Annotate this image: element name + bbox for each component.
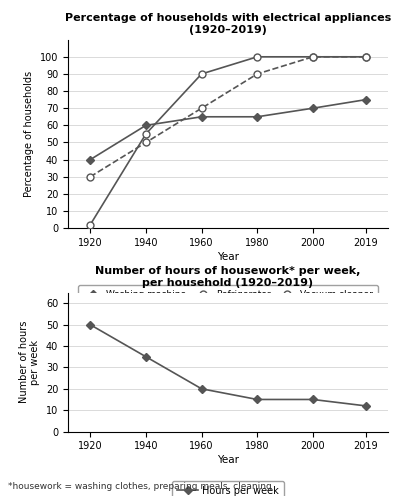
Y-axis label: Number of hours
per week: Number of hours per week xyxy=(19,321,40,403)
Legend: Hours per week: Hours per week xyxy=(172,481,284,496)
X-axis label: Year: Year xyxy=(217,252,239,262)
X-axis label: Year: Year xyxy=(217,455,239,465)
Legend: Washing machine, Refrigerator, Vacuum cleaner: Washing machine, Refrigerator, Vacuum cl… xyxy=(78,286,378,304)
Y-axis label: Percentage of households: Percentage of households xyxy=(24,71,34,197)
Title: Number of hours of housework* per week,
per household (1920–2019): Number of hours of housework* per week, … xyxy=(95,266,361,288)
Text: *housework = washing clothes, preparing meals, cleaning: *housework = washing clothes, preparing … xyxy=(8,482,272,491)
Title: Percentage of households with electrical appliances
(1920–2019): Percentage of households with electrical… xyxy=(65,13,391,35)
